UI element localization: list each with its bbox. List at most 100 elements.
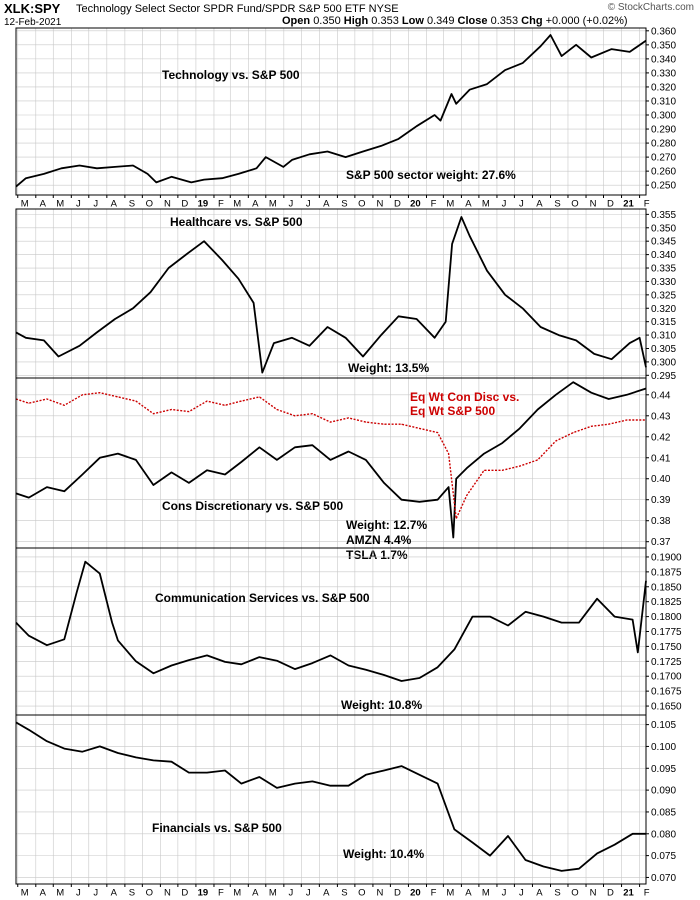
x-tick-label: D (607, 888, 614, 899)
data-point (294, 415, 296, 417)
data-point (28, 497, 30, 498)
y-tick-label: 0.37 (651, 537, 671, 548)
data-point (543, 866, 544, 867)
x-tick-label: N (164, 888, 171, 899)
data-point (469, 89, 470, 91)
data-point (185, 254, 187, 256)
x-tick-label: A (111, 888, 118, 899)
data-point (455, 478, 457, 480)
data-point (469, 235, 470, 237)
stockcharts-brand: © StockCharts.com (607, 2, 694, 13)
x-tick-label: A (323, 199, 330, 210)
data-point (168, 267, 170, 269)
data-point (466, 467, 468, 469)
data-point (608, 398, 610, 400)
data-point (206, 655, 208, 656)
data-point (99, 573, 101, 574)
panel-title: Healthcare vs. S&P 500 (170, 215, 303, 229)
data-point (596, 598, 598, 600)
data-point (365, 669, 367, 671)
data-point (147, 173, 149, 175)
chart-panel-3: 0.44 0.43 0.42 0.41 0.40 0.39 0.38 0.37 Cons Dis… (15, 377, 671, 562)
x-tick-label: M (56, 888, 64, 899)
y-tick-label: 0.1825 (651, 597, 682, 608)
data-point (206, 400, 208, 402)
data-point (437, 666, 438, 668)
data-point (117, 752, 119, 754)
data-point (522, 62, 523, 64)
data-point (348, 451, 349, 452)
data-point (76, 592, 77, 594)
data-point (188, 482, 190, 484)
x-tick-label: O (358, 199, 365, 210)
data-point (330, 421, 331, 423)
x-tick-label: D (181, 199, 188, 210)
data-point (309, 345, 310, 347)
x-tick-label: N (590, 199, 597, 210)
data-point (489, 855, 491, 856)
panel-title: Financials vs. S&P 500 (152, 821, 282, 835)
data-point (345, 337, 346, 339)
data-point (79, 165, 80, 166)
chart-panel-4: 0.1900 0.1875 0.1850 0.1825 0.1800 0.1775 0.17… (15, 547, 682, 716)
x-tick-label: N (590, 888, 597, 899)
x-tick-label: J (76, 888, 81, 899)
y-tick-label: 0.1750 (651, 642, 682, 653)
y-tick-label: 0.070 (651, 873, 676, 884)
x-tick-label: J (76, 199, 81, 210)
y-tick-label: 0.310 (651, 331, 676, 342)
data-point (238, 278, 239, 280)
panel-annotation: AMZN 4.4% (346, 533, 412, 547)
x-tick-label: 20 (410, 199, 421, 210)
data-point (434, 337, 435, 339)
data-point (483, 453, 485, 454)
y-tick-label: 0.39 (651, 495, 671, 506)
data-point (348, 665, 349, 666)
x-tick-label: M (233, 888, 241, 899)
y-tick-label: 0.38 (651, 516, 671, 527)
data-point (46, 486, 48, 488)
data-point (561, 622, 562, 623)
y-tick-label: 0.090 (651, 786, 676, 797)
y-tick-label: 0.290 (651, 125, 676, 136)
y-tick-label: 0.1900 (651, 552, 682, 563)
data-point (519, 428, 521, 429)
data-point (365, 459, 367, 461)
data-point (578, 622, 580, 623)
data-point (256, 167, 257, 169)
low-value: 0.349 (426, 15, 455, 27)
x-tick-label: J (306, 888, 311, 899)
panel-annotation: Weight: 13.5% (348, 361, 429, 375)
data-point (79, 345, 80, 347)
y-tick-label: 0.350 (651, 40, 676, 51)
data-point (555, 440, 557, 442)
data-point (135, 660, 137, 662)
data-point (135, 400, 137, 402)
data-point (455, 518, 457, 519)
data-point (171, 472, 172, 473)
data-point (434, 114, 435, 116)
x-tick-label: M (269, 199, 277, 210)
data-point (240, 400, 242, 402)
data-point (171, 176, 172, 178)
data-point (206, 469, 208, 471)
data-point (486, 83, 488, 85)
x-axis-bottom: M A M J J A S O N D 19 F M A M J J A S O N D 20 F M A M J J A S O N D 21 F (17, 884, 650, 899)
y-tick-label: 0.320 (651, 82, 676, 93)
x-tick-label: N (376, 888, 383, 899)
x-tick-label: M (21, 888, 29, 899)
x-tick-label: O (571, 199, 578, 210)
data-point (190, 182, 192, 183)
data-point (561, 870, 562, 872)
y-tick-label: 0.42 (651, 432, 671, 443)
data-point (348, 785, 349, 787)
y-tick-label: 0.1850 (651, 582, 682, 593)
x-tick-label: A (252, 888, 259, 899)
data-point (611, 48, 612, 50)
y-tick-label: 0.305 (651, 344, 676, 355)
data-point (46, 740, 48, 742)
data-point (365, 421, 367, 423)
data-point (240, 663, 242, 665)
data-point (224, 661, 226, 663)
data-point (504, 294, 506, 296)
